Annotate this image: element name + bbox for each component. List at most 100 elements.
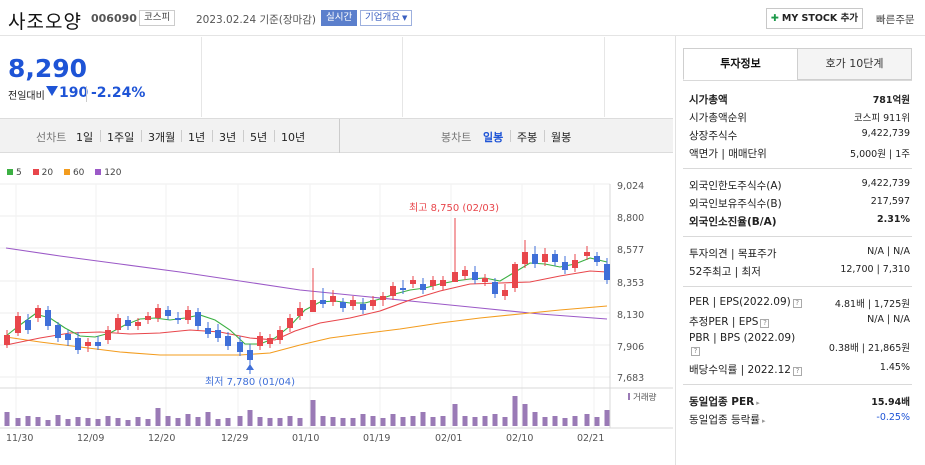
- candle-body: [604, 264, 610, 280]
- ma-legend: 5 20 60 120: [7, 168, 129, 178]
- tab-orderbook[interactable]: 호가 10단계: [797, 48, 912, 80]
- legend-label: 5: [16, 168, 22, 178]
- candle-body: [572, 260, 578, 268]
- candle-body: [25, 320, 31, 330]
- candle-monthly[interactable]: 월봉: [551, 131, 572, 144]
- candle-body: [247, 350, 253, 360]
- volume-bar: [205, 412, 211, 426]
- info-row-pbr: PBR | BPS (2022.09)? 0.38배 | 21,865원: [689, 332, 910, 362]
- candle-body: [185, 310, 191, 320]
- period-3m[interactable]: 3개월: [148, 131, 176, 144]
- panel-divider: [683, 384, 912, 385]
- info-key-text: 동일업종 등락률: [689, 414, 760, 426]
- y-tick: 8,130: [617, 310, 644, 321]
- candle-body: [542, 254, 548, 262]
- date-text: 2023.02.24 기준(장마감): [196, 14, 316, 26]
- candle-body: [277, 330, 283, 340]
- info-key: 외국인소진율(B/A): [689, 216, 777, 228]
- change-label: 전일대비: [8, 91, 45, 102]
- info-key-text: 추정PER | EPS: [689, 316, 759, 328]
- volume-bar: [175, 418, 181, 426]
- panel-divider: [683, 168, 912, 169]
- price-chart[interactable]: 최고 8,750 (02/03) 최저 7,780 (01/04) 9,024 …: [0, 175, 673, 465]
- volume-bar: [195, 417, 201, 426]
- candle-body: [85, 342, 91, 346]
- candle-body: [55, 325, 61, 338]
- volume-bar: [135, 417, 141, 426]
- volume-bar: [297, 418, 303, 426]
- price-divider: [604, 37, 605, 117]
- panel-divider: [683, 236, 912, 237]
- volume-bar: [257, 417, 263, 426]
- candle-body: [532, 254, 538, 264]
- candle-body: [390, 286, 396, 296]
- volume-bar: [562, 418, 568, 426]
- period-1y[interactable]: 1년: [188, 131, 206, 144]
- period-1d[interactable]: 1일: [76, 131, 94, 144]
- candle-body: [145, 316, 151, 320]
- volume-bar: [155, 408, 161, 426]
- volume-bar: [502, 417, 508, 426]
- volume-bar: [542, 417, 548, 426]
- ma120-line: [5, 247, 608, 320]
- x-tick: 02/10: [506, 433, 533, 444]
- quick-order-button[interactable]: 빠른주문: [876, 14, 915, 26]
- volume-bar: [267, 418, 273, 426]
- volume-bar: [584, 414, 590, 426]
- candle-body: [75, 338, 81, 350]
- chevron-right-icon[interactable]: ▸: [756, 399, 760, 407]
- info-value: -0.25%: [876, 412, 910, 423]
- period-divider: [181, 130, 182, 142]
- period-1w[interactable]: 1주일: [107, 131, 135, 144]
- info-key-text: PER | EPS(2022.09): [689, 296, 791, 308]
- tab-investment-info[interactable]: 투자정보: [683, 48, 798, 80]
- volume-bar: [370, 416, 376, 426]
- toolbar-divider: [339, 119, 340, 153]
- panel-divider: [683, 80, 912, 81]
- realtime-button[interactable]: 실시간: [321, 10, 358, 26]
- info-row-52week: 52주최고 | 최저 12,700 | 7,310: [689, 264, 910, 280]
- info-value: 5,000원 | 1주: [850, 149, 910, 160]
- candle-body: [350, 300, 356, 306]
- info-key: 52주최고 | 최저: [689, 266, 761, 278]
- x-tick: 12/29: [221, 433, 248, 444]
- help-icon[interactable]: ?: [792, 299, 802, 308]
- candle-daily[interactable]: 일봉: [483, 131, 504, 144]
- candle-body: [562, 262, 568, 270]
- volume-bar: [552, 416, 558, 426]
- info-row-foreign-ratio: 외국인소진율(B/A) 2.31%: [689, 214, 910, 230]
- y-tick: 9,024: [617, 181, 644, 192]
- help-icon[interactable]: ?: [691, 347, 700, 356]
- volume-bar: [360, 414, 366, 426]
- chart-grid: [0, 183, 673, 429]
- candle-body: [237, 342, 243, 352]
- candle-weekly[interactable]: 주봉: [517, 131, 538, 144]
- period-10y[interactable]: 10년: [281, 131, 306, 144]
- high-label: 최고 8,750 (02/03): [409, 202, 499, 214]
- chevron-right-icon[interactable]: ▸: [761, 417, 766, 425]
- company-info-button[interactable]: 기업개요 ▼: [360, 10, 413, 26]
- candle-body: [320, 300, 326, 304]
- info-row-est-per: 추정PER | EPS? N/A | N/A: [689, 314, 910, 330]
- candle-body: [205, 328, 211, 334]
- info-key: 시가총액순위: [689, 112, 747, 124]
- period-3y[interactable]: 3년: [219, 131, 237, 144]
- x-tick: 01/10: [292, 433, 319, 444]
- candle-body: [287, 318, 293, 328]
- period-5y[interactable]: 5년: [250, 131, 268, 144]
- candle-body: [35, 308, 41, 318]
- volume-bar: [115, 418, 121, 426]
- info-value: 12,700 | 7,310: [840, 264, 910, 275]
- help-icon[interactable]: ?: [792, 367, 802, 376]
- legend-ma60: 60: [63, 168, 84, 178]
- change-value: 190: [46, 85, 88, 101]
- high-marker: 최고 8,750 (02/03): [409, 202, 499, 253]
- volume-bar: [215, 419, 221, 426]
- stock-header: 사조오양 006090 코스피 2023.02.24 기준(장마감) 실시간 기…: [0, 0, 925, 36]
- triangle-down-icon: [46, 86, 58, 96]
- help-icon[interactable]: ?: [760, 319, 770, 328]
- candle-body: [594, 256, 600, 262]
- legend-label: 120: [104, 168, 122, 178]
- add-mystock-button[interactable]: ✚ MY STOCK 추가: [766, 8, 863, 29]
- candle-body: [492, 282, 498, 294]
